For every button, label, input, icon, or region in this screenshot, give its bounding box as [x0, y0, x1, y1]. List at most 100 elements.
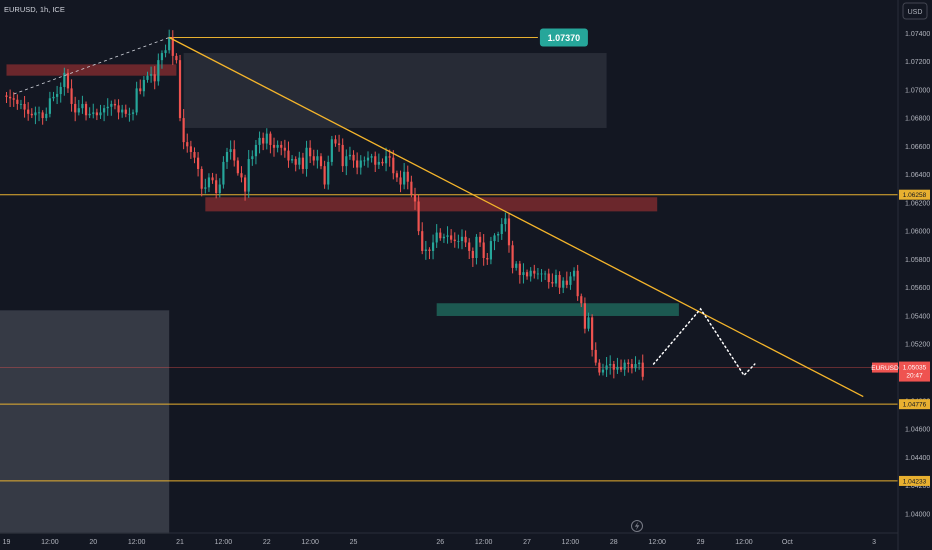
- candle: [207, 173, 211, 192]
- candle: [619, 359, 623, 373]
- candle-body: [12, 98, 15, 100]
- candle: [37, 106, 41, 122]
- candle-body: [34, 112, 37, 116]
- candle: [366, 151, 370, 168]
- candle-body: [186, 142, 189, 147]
- candle: [565, 271, 568, 289]
- current-price-text: 1.05035: [903, 365, 927, 372]
- candle: [319, 153, 323, 170]
- candle-body: [619, 366, 623, 370]
- x-tick-label: 26: [436, 539, 444, 546]
- currency-label: USD: [908, 9, 923, 16]
- candle-body: [19, 103, 23, 105]
- peak-price-label: 1.07370: [539, 28, 588, 47]
- candle: [363, 156, 366, 166]
- candle: [446, 226, 449, 244]
- candle: [309, 140, 312, 163]
- x-tick-label: 19: [3, 539, 11, 546]
- candle: [178, 54, 182, 122]
- candle: [113, 99, 117, 110]
- symbol-label[interactable]: EURUSD, 1h, ICE: [4, 5, 65, 14]
- x-tick-label: 12:00: [215, 539, 233, 546]
- zones-layer: [0, 53, 679, 534]
- candle-body: [345, 156, 348, 167]
- y-tick-label: 1.06600: [905, 144, 930, 151]
- x-tick-label: 22: [263, 539, 271, 546]
- candle: [406, 165, 409, 190]
- y-tick-label: 1.06200: [905, 200, 930, 207]
- y-tick-label: 1.05600: [905, 285, 930, 292]
- y-axis[interactable]: 1.07400 1.07200 1.07000 1.06800 1.06600 1.064…: [905, 31, 930, 519]
- candle: [269, 131, 272, 154]
- candle-body: [370, 156, 373, 158]
- candle-body: [616, 366, 619, 370]
- candle-body: [225, 152, 229, 162]
- candle-body: [294, 159, 297, 165]
- candle-body: [547, 273, 550, 283]
- candle-body: [189, 146, 192, 153]
- candle: [243, 174, 247, 201]
- candle-body: [450, 235, 453, 240]
- peak-label-text: 1.07370: [548, 33, 581, 43]
- price-tag-text: 1.04776: [903, 402, 927, 409]
- candle: [117, 99, 120, 120]
- supply-zone: [6, 64, 177, 76]
- candle-body: [609, 364, 612, 366]
- candle: [399, 170, 402, 193]
- candle: [377, 153, 380, 169]
- x-axis[interactable]: 19 12:00 20 12:00 21 12:00 22 12:00 25 26 12:00 27 1…: [3, 539, 877, 546]
- candle-body: [334, 139, 337, 144]
- x-tick-label: 28: [610, 539, 618, 546]
- candle: [283, 139, 286, 158]
- candle: [150, 66, 153, 83]
- candle-body: [45, 113, 48, 119]
- candle: [189, 140, 192, 159]
- candle-body: [431, 242, 435, 251]
- candle: [16, 94, 19, 110]
- x-tick-label: 12:00: [41, 539, 59, 546]
- candle: [641, 354, 644, 381]
- candle-body: [63, 72, 66, 87]
- candle: [77, 99, 80, 116]
- candle-body: [406, 171, 409, 182]
- x-tick-label: 21: [176, 539, 184, 546]
- candle-body: [150, 74, 153, 76]
- candle-body: [99, 112, 102, 116]
- candle: [81, 95, 84, 114]
- candle-body: [605, 365, 608, 370]
- candle: [337, 134, 341, 152]
- candle: [272, 137, 276, 157]
- candle: [453, 232, 456, 248]
- candle-body: [572, 270, 576, 277]
- candle-body: [5, 95, 8, 97]
- currency-button[interactable]: [902, 2, 928, 20]
- candle-body: [587, 317, 590, 329]
- candle: [413, 187, 417, 210]
- candle-body: [168, 37, 171, 51]
- y-tick-label: 1.06400: [905, 172, 930, 179]
- candle: [251, 150, 254, 166]
- candle: [598, 359, 601, 376]
- candle-body: [554, 274, 558, 284]
- candle-body: [551, 282, 554, 284]
- price-tag-bg: [899, 399, 930, 410]
- candle: [583, 297, 586, 334]
- candle: [572, 267, 576, 281]
- candle-body: [493, 235, 496, 242]
- candle-body: [113, 103, 117, 106]
- candle-body: [160, 53, 164, 61]
- lightning-icon[interactable]: [631, 520, 643, 532]
- candle: [247, 149, 250, 198]
- candle: [316, 149, 319, 169]
- demand-zone: [436, 303, 679, 316]
- candle-body: [30, 113, 33, 116]
- candle-body: [601, 369, 605, 373]
- candle: [497, 231, 500, 242]
- candle: [135, 81, 138, 116]
- candle-body: [468, 242, 471, 251]
- candle: [168, 29, 171, 54]
- candle-body: [157, 60, 160, 82]
- candle-body: [439, 232, 442, 239]
- candle-body: [356, 160, 359, 168]
- candle-body: [594, 349, 597, 363]
